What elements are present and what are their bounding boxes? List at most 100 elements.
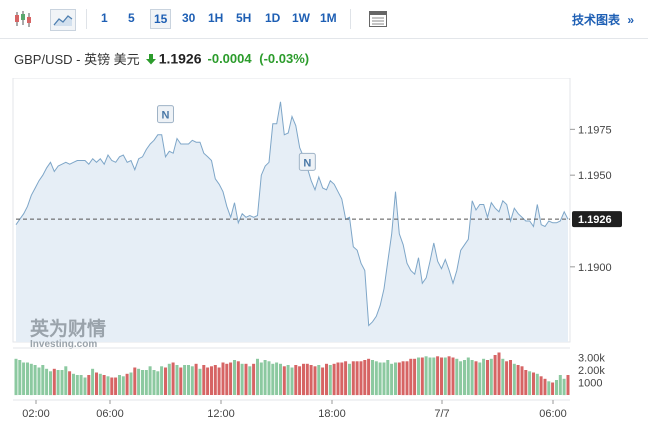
volume-bar xyxy=(474,361,478,396)
volume-bar xyxy=(409,358,413,396)
timeframe-1w[interactable]: 1W xyxy=(292,11,310,25)
volume-bar xyxy=(547,381,551,396)
volume-bar xyxy=(371,360,374,395)
volume-bar xyxy=(340,362,344,395)
volume-bar xyxy=(49,371,52,396)
volume-bar xyxy=(501,358,505,396)
volume-bar xyxy=(528,371,532,396)
volume-bar xyxy=(275,362,279,395)
volume-bar xyxy=(33,365,37,395)
timeframe-30[interactable]: 30 xyxy=(182,11,196,25)
technical-chart-link[interactable]: 技术图表 » xyxy=(572,11,634,28)
arrow-down-icon xyxy=(145,53,156,65)
volume-bar xyxy=(363,360,367,395)
volume-bar xyxy=(187,365,190,395)
watermark-sub: Investing.com xyxy=(30,339,97,350)
news-markers: NN xyxy=(157,105,316,171)
volume-bar xyxy=(45,368,49,396)
volume-bar xyxy=(202,365,206,395)
timeframe-1h[interactable]: 1H xyxy=(208,11,224,25)
volume-bar xyxy=(95,372,98,395)
volume-bar xyxy=(221,362,225,395)
volume-bar xyxy=(532,372,535,395)
volume-bar xyxy=(367,358,371,396)
news-marker-label: N xyxy=(162,110,170,122)
volume-bar xyxy=(405,361,409,396)
volume-bar xyxy=(286,365,290,395)
timeframe-15[interactable]: 15 xyxy=(150,9,172,29)
volume-bar xyxy=(417,357,420,395)
volume-bar xyxy=(118,375,121,395)
volume-bar xyxy=(279,363,282,396)
time-tick-label: 18:00 xyxy=(318,408,346,420)
volume-bar xyxy=(512,363,516,396)
candlestick-chart-icon[interactable] xyxy=(12,9,34,29)
volume-bar xyxy=(482,358,486,396)
area-chart-icon[interactable] xyxy=(50,9,76,31)
volume-bar xyxy=(390,363,394,396)
volume-bar xyxy=(259,362,263,395)
volume-bar xyxy=(106,376,110,396)
volume-bar xyxy=(493,355,497,395)
volume-bar xyxy=(102,375,106,395)
volume-bar xyxy=(509,360,512,395)
volume-bar xyxy=(271,363,275,396)
volume-bar xyxy=(217,367,221,395)
volume-bar xyxy=(190,366,194,395)
price-tick-label: 1.1900 xyxy=(578,262,612,274)
table-view-icon[interactable] xyxy=(367,9,389,29)
timeframe-5h[interactable]: 5H xyxy=(236,11,252,25)
volume-bar xyxy=(466,357,470,395)
volume-bar xyxy=(344,361,348,396)
volume-bar xyxy=(194,363,198,396)
price-line xyxy=(15,101,569,327)
volume-bar xyxy=(29,363,33,396)
volume-bar xyxy=(60,370,64,395)
volume-bar xyxy=(321,367,325,395)
volume-bar xyxy=(148,366,152,395)
volume-bar xyxy=(290,367,294,395)
volume-bar xyxy=(355,361,359,396)
volume-bar xyxy=(233,360,236,395)
timeframe-1m[interactable]: 1M xyxy=(320,11,337,25)
price-change: -0.0004 xyxy=(207,51,252,66)
volume-bar xyxy=(459,361,463,396)
price-tick-label: 1.1975 xyxy=(578,124,612,136)
volume-bar xyxy=(432,357,436,395)
time-tick-label: 06:00 xyxy=(539,408,567,420)
volume-bar xyxy=(56,370,60,395)
volume-bar xyxy=(164,367,167,395)
volume-bar xyxy=(332,363,336,396)
volume-bar xyxy=(378,362,382,395)
volume-bar xyxy=(129,372,133,395)
timeframe-1d[interactable]: 1D xyxy=(265,11,281,25)
volume-bar xyxy=(413,358,417,396)
volume-bar xyxy=(37,367,41,395)
volume-bar xyxy=(52,368,56,396)
timeframe-5[interactable]: 5 xyxy=(128,11,135,25)
news-marker-label: N xyxy=(303,157,311,169)
volume-bar xyxy=(520,366,524,395)
volume-bar xyxy=(555,380,558,395)
volume-bar xyxy=(489,358,493,396)
volume-bar xyxy=(133,367,137,395)
volume-bar xyxy=(267,361,271,396)
volume-bar xyxy=(505,361,509,396)
timeframe-1[interactable]: 1 xyxy=(101,11,108,25)
volume-bar xyxy=(374,361,378,396)
volume-tick-label: 3.00k xyxy=(578,353,605,365)
time-axis: 02:00 06:00 12:00 18:00 7/7 06:00 xyxy=(22,400,567,420)
news-marker[interactable]: N xyxy=(298,152,316,171)
price-tick-label: 1.1950 xyxy=(578,170,612,182)
toolbar-divider xyxy=(350,9,351,29)
volume-bar xyxy=(213,365,217,395)
volume-bar xyxy=(252,363,256,396)
volume-bar xyxy=(447,356,451,396)
news-marker[interactable]: N xyxy=(157,105,174,124)
volume-bar xyxy=(198,368,202,396)
volume-bar xyxy=(18,360,22,395)
volume-bar xyxy=(98,373,102,396)
volume-bar xyxy=(420,357,424,395)
